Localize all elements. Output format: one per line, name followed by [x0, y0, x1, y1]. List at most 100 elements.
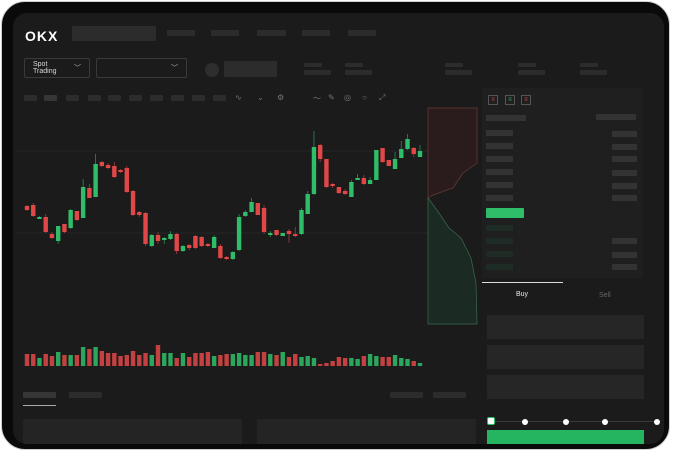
- candle-body: [411, 148, 416, 154]
- tab-buy[interactable]: Buy: [516, 291, 529, 298]
- nav-item[interactable]: [348, 30, 376, 36]
- tab-history[interactable]: [69, 392, 102, 398]
- slider-track[interactable]: [491, 421, 657, 422]
- candle-body: [130, 191, 136, 215]
- orderbook-asks-icon[interactable]: ≡: [521, 95, 531, 105]
- circle-icon[interactable]: ◎: [344, 93, 351, 102]
- order-book-price[interactable]: [486, 238, 513, 244]
- settings-icon[interactable]: ⚙: [277, 93, 285, 102]
- order-book-amount: [612, 183, 637, 189]
- orderbook-bids-icon[interactable]: ≡: [505, 95, 515, 105]
- volume-bar: [112, 353, 117, 366]
- indicator-icon[interactable]: ⌄: [257, 93, 264, 102]
- candle-body: [286, 231, 292, 234]
- volume-bar: [286, 357, 292, 366]
- volume-bar: [355, 359, 360, 366]
- depth-chart: [427, 107, 478, 325]
- candle-body: [236, 217, 242, 250]
- candle-body: [218, 246, 223, 258]
- candle-body: [342, 191, 348, 194]
- volume-bar: [255, 352, 261, 366]
- candle-body: [180, 246, 186, 251]
- order-book-amount: [612, 252, 637, 258]
- volume-bar: [168, 353, 173, 366]
- order-book-price[interactable]: [486, 264, 513, 270]
- okx-logo[interactable]: OKX: [25, 28, 59, 44]
- circle-icon[interactable]: ○: [362, 93, 367, 102]
- slider-step-100[interactable]: [654, 419, 660, 425]
- volume-bar: [87, 349, 92, 366]
- candle-body: [118, 170, 123, 172]
- stat-label: [518, 63, 536, 67]
- pair-dropdown[interactable]: ﹀: [96, 58, 187, 78]
- pencil-icon[interactable]: ✎: [328, 93, 335, 102]
- candle-body: [280, 233, 285, 236]
- volume-bar: [386, 357, 392, 366]
- volume-bar: [193, 353, 198, 366]
- expand-icon[interactable]: ⤢: [379, 93, 386, 102]
- tab-open-orders[interactable]: [23, 392, 56, 398]
- volume-bar: [349, 358, 354, 366]
- order-book-price[interactable]: [486, 169, 513, 175]
- order-book-amount: [612, 264, 637, 270]
- order-book-price[interactable]: [486, 195, 513, 201]
- nav-item[interactable]: [211, 30, 239, 36]
- candle-body: [80, 187, 86, 218]
- volume-bar: [230, 354, 236, 366]
- candle-body: [317, 145, 323, 159]
- timeframe-button[interactable]: [88, 95, 101, 101]
- slider-handle[interactable]: [487, 417, 495, 425]
- nav-item[interactable]: [167, 30, 195, 36]
- market-type-label: Spot Trading: [33, 61, 57, 75]
- volume-bar: [311, 358, 317, 366]
- timeframe-button[interactable]: [171, 95, 184, 101]
- line-tool-icon[interactable]: 〜: [313, 94, 321, 103]
- trading-screen: OKX Spot Trading ﹀ ﹀ ∿ ⌄ ⚙ 〜 ✎ ◎ ○ ⤢: [13, 13, 664, 444]
- indicator-icon[interactable]: ∿: [235, 93, 242, 102]
- order-book-price[interactable]: [486, 143, 513, 149]
- market-type-dropdown[interactable]: Spot Trading ﹀: [24, 58, 90, 78]
- candle-body: [311, 147, 317, 194]
- order-book-price[interactable]: [486, 251, 513, 257]
- nav-item[interactable]: [302, 30, 330, 36]
- volume-bar: [336, 357, 342, 366]
- order-book-price[interactable]: [486, 130, 513, 136]
- filter-button[interactable]: [390, 392, 423, 398]
- order-book-price[interactable]: [486, 156, 513, 162]
- timeframe-button[interactable]: [150, 95, 163, 101]
- order-book-price[interactable]: [486, 225, 513, 231]
- price-input[interactable]: [487, 315, 644, 339]
- order-book-price[interactable]: [486, 115, 526, 121]
- buy-submit-button[interactable]: [487, 430, 644, 444]
- volume-bar: [243, 355, 248, 366]
- nav-item[interactable]: [257, 30, 286, 36]
- volume-bar: [37, 358, 42, 366]
- total-input[interactable]: [487, 375, 644, 399]
- timeframe-button[interactable]: [213, 95, 226, 101]
- candle-body: [274, 230, 279, 235]
- volume-bar: [49, 356, 55, 366]
- volume-bar: [224, 354, 229, 366]
- volume-bar: [130, 351, 136, 366]
- volume-bar: [62, 355, 67, 366]
- timeframe-button[interactable]: [44, 95, 57, 101]
- timeframe-button[interactable]: [129, 95, 142, 101]
- candlestick-chart[interactable]: [13, 13, 664, 444]
- filter-button[interactable]: [433, 392, 466, 398]
- chevron-down-icon: ﹀: [171, 65, 178, 72]
- timeframe-button[interactable]: [192, 95, 205, 101]
- candle-body: [417, 151, 423, 157]
- volume-bar: [399, 358, 404, 366]
- candle-body: [399, 149, 404, 158]
- slider-step-75[interactable]: [602, 419, 608, 425]
- slider-step-50[interactable]: [563, 419, 569, 425]
- timeframe-button[interactable]: [66, 95, 79, 101]
- search-bar[interactable]: [72, 26, 156, 41]
- orderbook-both-icon[interactable]: ≡: [488, 95, 498, 105]
- amount-input[interactable]: [487, 345, 644, 369]
- timeframe-button[interactable]: [24, 95, 37, 101]
- slider-step-25[interactable]: [522, 419, 528, 425]
- tab-sell[interactable]: Sell: [599, 292, 611, 299]
- order-book-price[interactable]: [486, 182, 513, 188]
- timeframe-button[interactable]: [108, 95, 121, 101]
